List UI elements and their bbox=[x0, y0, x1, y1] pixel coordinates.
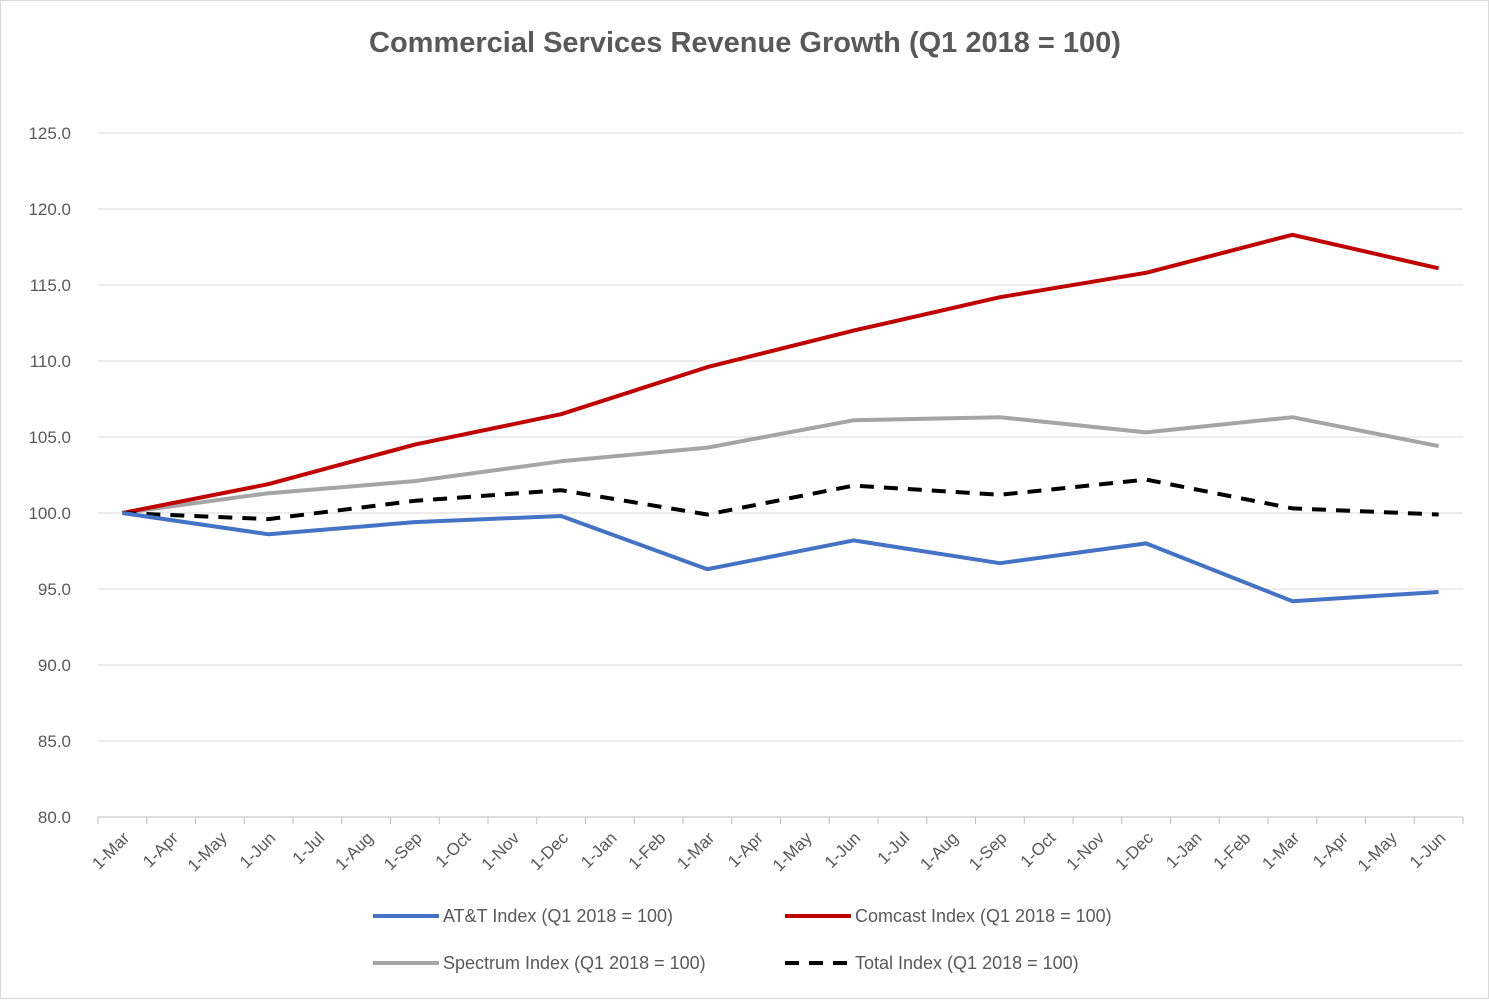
y-tick-label: 110.0 bbox=[30, 352, 71, 371]
x-tick-label: 1-Jun bbox=[821, 828, 865, 872]
x-tick-label: 1-Apr bbox=[1309, 828, 1352, 871]
legend-label: Comcast Index (Q1 2018 = 100) bbox=[855, 906, 1112, 926]
legend-label: Total Index (Q1 2018 = 100) bbox=[855, 953, 1079, 973]
y-tick-label: 95.0 bbox=[38, 580, 71, 599]
chart-title: Commercial Services Revenue Growth (Q1 2… bbox=[369, 27, 1121, 59]
x-tick-label: 1-Jan bbox=[577, 828, 621, 872]
x-tick-label: 1-Sep bbox=[380, 828, 426, 874]
x-tick-label: 1-Feb bbox=[625, 828, 670, 873]
x-tick-label: 1-Oct bbox=[432, 828, 475, 871]
x-tick-label: 1-Mar bbox=[673, 828, 718, 873]
series-line-1 bbox=[122, 235, 1438, 513]
y-tick-label: 115.0 bbox=[30, 276, 71, 295]
x-tick-label: 1-Mar bbox=[1258, 828, 1303, 873]
legend-label: Spectrum Index (Q1 2018 = 100) bbox=[443, 953, 706, 973]
legend-label: AT&T Index (Q1 2018 = 100) bbox=[443, 906, 673, 926]
x-tick-label: 1-Oct bbox=[1017, 828, 1060, 871]
x-tick-label: 1-Nov bbox=[478, 828, 524, 874]
x-tick-label: 1-May bbox=[184, 828, 231, 875]
y-tick-label: 125.0 bbox=[28, 124, 71, 143]
x-tick-label: 1-Aug bbox=[916, 828, 962, 874]
x-tick-label: 1-Dec bbox=[526, 828, 572, 874]
y-tick-label: 120.0 bbox=[28, 200, 71, 219]
series-line-0 bbox=[122, 513, 1438, 601]
x-tick-label: 1-Jan bbox=[1162, 828, 1206, 872]
x-tick-label: 1-Feb bbox=[1210, 828, 1255, 873]
x-tick-label: 1-Mar bbox=[88, 828, 133, 873]
legend-item: Total Index (Q1 2018 = 100) bbox=[785, 953, 1079, 973]
x-tick-label: 1-May bbox=[769, 828, 816, 875]
x-tick-label: 1-May bbox=[1354, 828, 1401, 875]
x-tick-label: 1-Sep bbox=[965, 828, 1011, 874]
x-tick-label: 1-Jul bbox=[874, 828, 913, 867]
legend-item: AT&T Index (Q1 2018 = 100) bbox=[373, 906, 673, 926]
y-tick-label: 85.0 bbox=[38, 732, 71, 751]
x-tick-label: 1-Jul bbox=[289, 828, 328, 867]
y-tick-label: 80.0 bbox=[38, 808, 71, 827]
legend-item: Comcast Index (Q1 2018 = 100) bbox=[785, 906, 1112, 926]
y-tick-label: 105.0 bbox=[28, 428, 71, 447]
legend-item: Spectrum Index (Q1 2018 = 100) bbox=[373, 953, 706, 973]
x-tick-label: 1-Apr bbox=[139, 828, 182, 871]
y-tick-label: 100.0 bbox=[28, 504, 71, 523]
x-tick-label: 1-Apr bbox=[724, 828, 767, 871]
x-tick-label: 1-Dec bbox=[1111, 828, 1157, 874]
x-tick-label: 1-Jun bbox=[1406, 828, 1450, 872]
x-tick-label: 1-Nov bbox=[1063, 828, 1109, 874]
x-tick-label: 1-Aug bbox=[331, 828, 377, 874]
y-tick-label: 90.0 bbox=[38, 656, 71, 675]
x-tick-label: 1-Jun bbox=[236, 828, 280, 872]
